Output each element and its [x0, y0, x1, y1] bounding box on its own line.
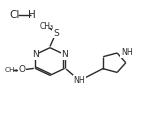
Text: H: H: [28, 10, 36, 20]
Text: CH₃: CH₃: [5, 67, 18, 73]
Text: NH: NH: [121, 48, 133, 57]
Text: Cl: Cl: [9, 10, 20, 20]
Text: S: S: [53, 29, 59, 38]
Text: N: N: [32, 50, 39, 59]
Text: CH₃: CH₃: [39, 22, 53, 31]
Text: NH: NH: [74, 76, 85, 85]
Text: N: N: [61, 50, 68, 59]
Text: O: O: [19, 65, 26, 74]
